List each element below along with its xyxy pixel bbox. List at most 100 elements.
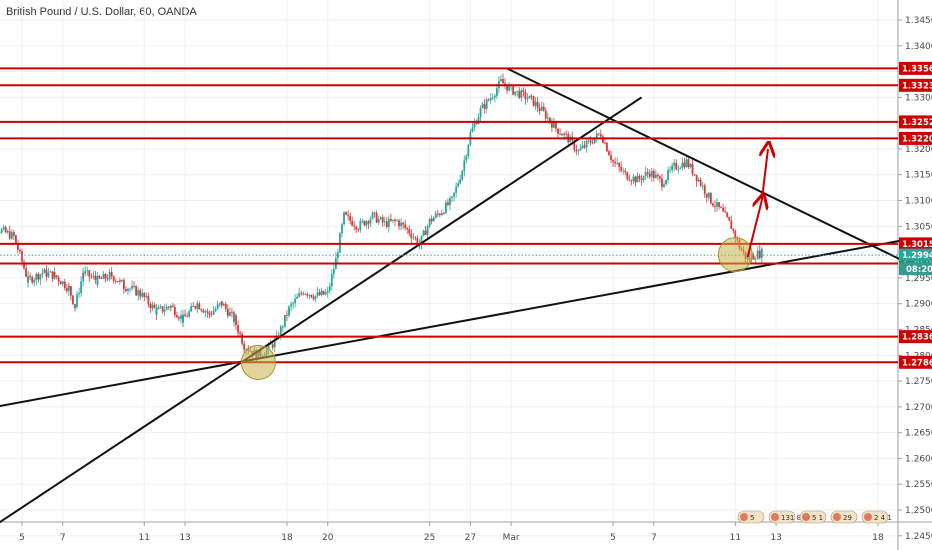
candle-body (365, 221, 368, 226)
candle-body (8, 231, 11, 239)
candle-body (485, 99, 488, 109)
x-tick-label: 18 (281, 533, 293, 543)
trend-line-support-steep[interactable] (0, 96, 643, 529)
candle-body (188, 311, 191, 317)
x-tick-label: 5 (19, 533, 25, 543)
candle-body (544, 110, 547, 119)
candle-body (420, 235, 423, 245)
candle-body (709, 192, 712, 204)
candle-body (669, 169, 672, 171)
candle-body (732, 228, 735, 231)
candle-body (65, 288, 68, 291)
candle-body (559, 133, 561, 135)
candle-body (495, 88, 498, 96)
candle-body (416, 238, 419, 245)
grid (0, 0, 898, 537)
candle-body (86, 270, 89, 272)
event-flag-icon (833, 513, 841, 521)
candle-body (760, 248, 763, 258)
arrow-segment[interactable] (746, 201, 762, 258)
candle-body (21, 251, 23, 262)
candle-body (123, 288, 125, 290)
candle-body (667, 170, 669, 180)
candle-body (169, 305, 172, 309)
candle-body (389, 218, 392, 221)
trend-line-resistance-falling[interactable] (506, 67, 907, 264)
candle-body (163, 309, 166, 312)
level-label-bg (899, 115, 932, 129)
level-label-bg (899, 78, 932, 92)
candle-body (84, 271, 87, 274)
candle-body (665, 179, 667, 185)
candle-body (726, 212, 729, 218)
candle-body (53, 272, 56, 276)
candle-body (63, 281, 66, 289)
candle-body (583, 145, 586, 148)
level-label-bg (899, 330, 932, 344)
candle-body (475, 122, 478, 124)
candle-body (524, 92, 527, 100)
candle-body (597, 133, 600, 135)
candle-body (165, 306, 168, 310)
y-tick-label: 1.34000 (905, 42, 932, 52)
candle-body (17, 243, 19, 250)
candle-body (108, 272, 111, 280)
candle-body (298, 293, 301, 297)
candle-body (381, 217, 384, 223)
candle-body (312, 297, 315, 299)
candle-body (634, 176, 637, 183)
candle-body (622, 170, 625, 172)
candle-body (565, 133, 568, 135)
y-tick-label: 1.25000 (905, 506, 932, 516)
candle-body (673, 162, 676, 166)
candle-body (104, 273, 107, 279)
candle-body (131, 285, 133, 289)
candle-body (35, 273, 38, 280)
candle-body (538, 107, 541, 111)
candle-body (722, 207, 725, 212)
highlight-circle[interactable] (240, 344, 276, 380)
candle-body (593, 138, 596, 144)
candle-body (212, 310, 215, 315)
candle-body (347, 214, 349, 216)
candle-body (120, 279, 123, 281)
candle-body (302, 293, 305, 295)
candle-body (2, 227, 5, 230)
axes: 1.24500 1.25000 1.25500 1.26000 1.26500 1.270… (19, 16, 932, 543)
candle-body (55, 275, 58, 278)
level-label: 1.30159 (902, 240, 932, 250)
candle-body (577, 150, 580, 152)
candle-body (644, 172, 647, 177)
candle-body (222, 304, 225, 306)
candle-body (398, 220, 400, 227)
candle-body (728, 217, 731, 221)
candle-body (290, 304, 292, 307)
candle-body (730, 220, 733, 229)
trend-line-support-rising[interactable] (0, 238, 909, 409)
candle-body (379, 217, 382, 220)
candle-body (141, 292, 144, 297)
candle-body (426, 226, 429, 235)
candle-body (332, 269, 335, 275)
candle-body (70, 286, 72, 296)
y-tick-label: 1.26500 (905, 429, 932, 439)
event-marker-label: 2 4 1 (874, 514, 892, 522)
candle-body (428, 218, 431, 227)
candle-body (683, 162, 686, 168)
candle-body (118, 279, 121, 283)
candle-body (601, 136, 604, 143)
arrow-segment[interactable] (762, 149, 768, 201)
y-tick-label: 1.26000 (905, 454, 932, 464)
candle-body (237, 325, 239, 333)
candle-body (530, 95, 533, 97)
candle-body (218, 303, 221, 305)
candle-body (94, 275, 97, 280)
candle-body (459, 179, 462, 184)
candle-body (540, 106, 543, 111)
candle-body (322, 290, 325, 295)
highlight-circle[interactable] (717, 237, 753, 273)
candle-body (659, 176, 661, 179)
candle-body (479, 108, 482, 118)
candle-body (245, 349, 248, 350)
